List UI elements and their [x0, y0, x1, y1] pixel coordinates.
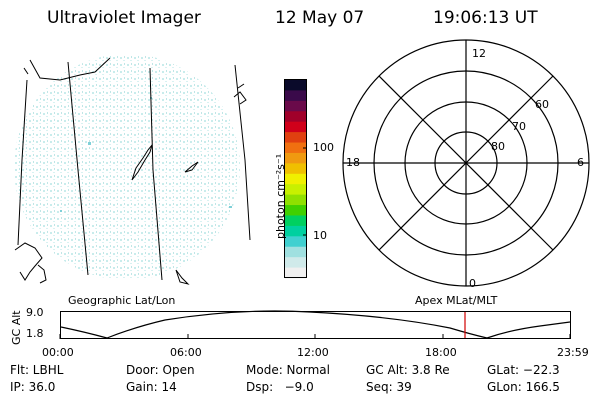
- colorbar-segment: [285, 142, 306, 154]
- colorbar-segment: [285, 194, 306, 206]
- colorbar-segment: [285, 225, 306, 237]
- mlat-label-60: 60: [535, 98, 549, 111]
- status-glat: GLat: −22.3: [487, 363, 560, 377]
- colorbar-segment: [285, 90, 306, 102]
- polar-diagonal-2: [378, 75, 554, 251]
- colorbar-segment: [285, 257, 306, 269]
- colorbar-segment: [285, 152, 306, 164]
- instrument-title: Ultraviolet Imager: [47, 8, 201, 28]
- timeline-x-tick-2359: 23:59: [557, 346, 589, 359]
- timeline-x-tick-0600: 06:00: [170, 346, 202, 359]
- date-label: 12 May 07: [275, 8, 365, 28]
- colorbar-segment: [285, 100, 306, 112]
- colorbar-segment: [285, 80, 306, 91]
- colorbar-segment: [285, 184, 306, 196]
- time-label: 19:06:13 UT: [433, 8, 538, 28]
- colorbar-segment: [285, 111, 306, 123]
- colorbar-segment: [285, 173, 306, 185]
- status-dsp: Dsp: −9.0: [246, 380, 314, 394]
- colorbar-tick-label-10: 10: [313, 229, 327, 242]
- colorbar-segment: [285, 132, 306, 144]
- status-seq: Seq: 39: [366, 380, 412, 394]
- timeline-x-tick-1800: 18:00: [425, 346, 457, 359]
- mlat-label-70: 70: [512, 120, 526, 133]
- altitude-curve: [60, 310, 571, 339]
- earth-disk: [14, 54, 240, 280]
- mlt-label-18: 18: [346, 156, 360, 169]
- status-filter: Flt: LBHL: [10, 363, 64, 377]
- timeline-y-tick-min: 1.8: [26, 327, 44, 340]
- mlt-label-12: 12: [472, 47, 486, 60]
- mlt-label-0: 0: [469, 277, 476, 290]
- colorbar-segment: [285, 267, 306, 279]
- colorbar-segment: [285, 246, 306, 258]
- timeline-x-tick-0000: 00:00: [42, 346, 74, 359]
- geographic-panel-title: Geographic Lat/Lon: [68, 294, 176, 307]
- status-glon: GLon: 166.5: [487, 380, 560, 394]
- status-gain: Gain: 14: [126, 380, 177, 394]
- apex-panel-title: Apex MLat/MLT: [415, 294, 498, 307]
- status-gc-alt: GC Alt: 3.8 Re: [366, 363, 450, 377]
- coastlines: [14, 57, 247, 285]
- colorbar: [284, 79, 307, 279]
- lat-lon-grid: [17, 61, 251, 281]
- mlat-label-80: 80: [491, 140, 505, 153]
- colorbar-tick-label-100: 100: [313, 141, 334, 154]
- status-mode: Mode: Normal: [246, 363, 330, 377]
- timeline-y-tick-max: 9.0: [26, 306, 44, 319]
- status-door: Door: Open: [126, 363, 195, 377]
- colorbar-segment: [285, 236, 306, 248]
- mlt-label-6: 6: [577, 156, 584, 169]
- colorbar-segment: [285, 215, 306, 227]
- status-ip: IP: 36.0: [10, 380, 56, 394]
- timeline-x-ticks: [59, 334, 571, 339]
- colorbar-segment: [285, 163, 306, 175]
- colorbar-segment: [285, 121, 306, 133]
- colorbar-segment: [285, 205, 306, 216]
- timeline-x-tick-1200: 12:00: [297, 346, 329, 359]
